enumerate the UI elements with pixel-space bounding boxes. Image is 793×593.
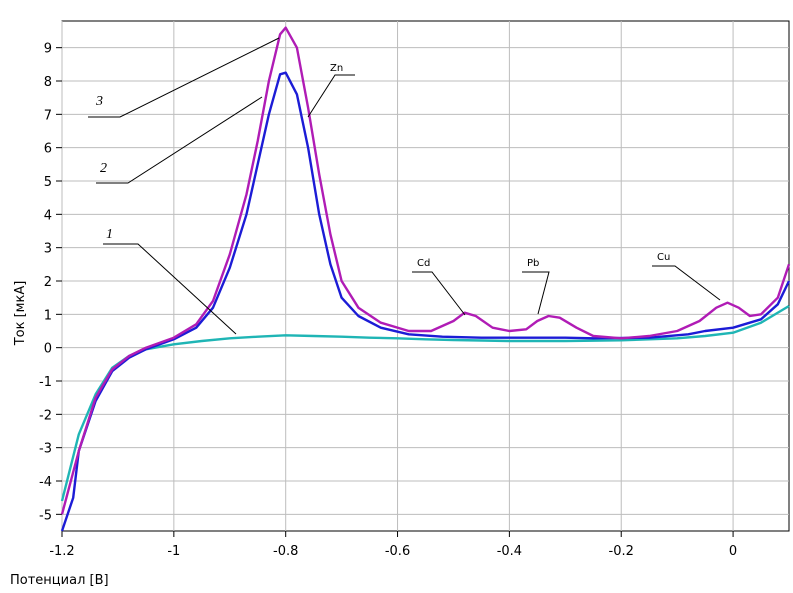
- x-axis-label: Потенциал [В]: [10, 573, 109, 588]
- x-tick-label-4: -0.4: [497, 544, 522, 559]
- y-tick-label-11: 6: [44, 142, 52, 157]
- leader-curve-2: [96, 96, 263, 184]
- y-tick-label-0: -5: [39, 508, 52, 523]
- plot-area: [61, 20, 790, 532]
- y-tick-label-13: 8: [44, 75, 52, 90]
- y-tick-label-8: 3: [44, 242, 52, 257]
- leader-curve-1: [103, 243, 237, 335]
- leader-cd: [412, 271, 466, 316]
- leader-curve-3: [88, 37, 280, 118]
- curve-label-1: 1: [106, 227, 113, 242]
- x-tick-label-5: -0.2: [609, 544, 634, 559]
- x-tick-label-3: -0.6: [385, 544, 410, 559]
- peak-label-cd: Cd: [417, 258, 430, 269]
- leader-zn: [307, 74, 355, 118]
- peak-label-pb: Pb: [527, 258, 539, 269]
- peak-label-zn: Zn: [330, 63, 343, 74]
- y-tick-label-7: 2: [44, 275, 52, 290]
- y-tick-label-12: 7: [44, 108, 52, 123]
- x-tick-label-0: -1.2: [49, 544, 74, 559]
- y-tick-label-3: -2: [39, 408, 52, 423]
- curve-label-2: 2: [100, 161, 107, 176]
- annotations: 1 2 3 Zn Cd Pb Cu: [95, 63, 670, 269]
- y-tick-label-5: 0: [44, 342, 52, 357]
- y-tick-label-4: -1: [39, 375, 52, 390]
- leader-pb: [522, 271, 550, 315]
- x-axis: -1.2 -1 -0.8 -0.6 -0.4 -0.2 0: [49, 531, 737, 559]
- y-axis-label: Ток [мкА]: [13, 281, 28, 347]
- series-layer: [60, 26, 791, 532]
- x-tick-label-6: 0: [729, 544, 737, 559]
- x-tick-label-1: -1: [167, 544, 180, 559]
- leader-cu: [652, 265, 721, 301]
- curve-label-3: 3: [95, 94, 103, 109]
- y-tick-label-14: 9: [44, 42, 52, 57]
- series-line-3: [60, 26, 791, 515]
- peak-label-cu: Cu: [657, 252, 670, 263]
- series-line-2: [60, 71, 791, 532]
- y-tick-label-2: -3: [39, 442, 52, 457]
- y-tick-label-6: 1: [44, 308, 52, 323]
- y-tick-label-1: -4: [39, 475, 52, 490]
- y-axis: -5 -4 -3 -2 -1 0 1 2 3 4 5 6 7 8 9: [39, 42, 62, 523]
- grid: [61, 21, 789, 531]
- y-tick-label-9: 4: [44, 208, 52, 223]
- x-tick-label-2: -0.8: [273, 544, 298, 559]
- annotation-leaders: [88, 37, 721, 335]
- y-tick-label-10: 5: [44, 175, 52, 190]
